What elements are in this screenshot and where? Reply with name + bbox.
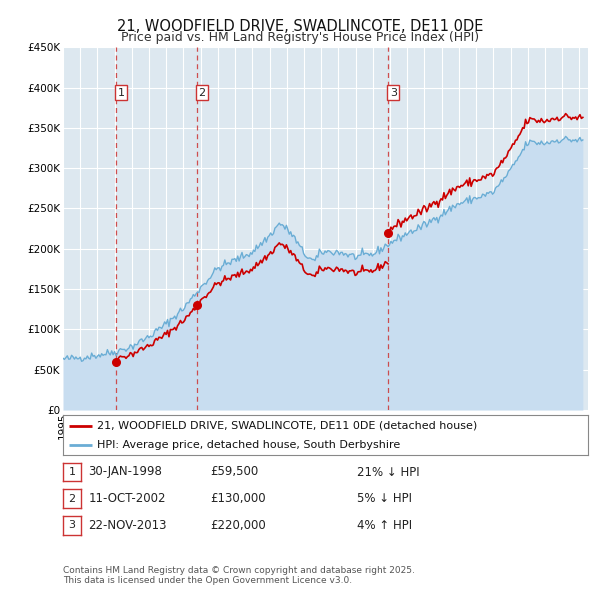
Text: 2: 2	[68, 494, 76, 503]
Text: 21% ↓ HPI: 21% ↓ HPI	[357, 466, 419, 478]
Text: 3: 3	[390, 87, 397, 97]
Text: 22-NOV-2013: 22-NOV-2013	[88, 519, 167, 532]
Text: £220,000: £220,000	[210, 519, 266, 532]
Text: Contains HM Land Registry data © Crown copyright and database right 2025.
This d: Contains HM Land Registry data © Crown c…	[63, 566, 415, 585]
Text: 2: 2	[198, 87, 205, 97]
Text: 30-JAN-1998: 30-JAN-1998	[88, 466, 162, 478]
Text: 1: 1	[68, 467, 76, 477]
Text: £130,000: £130,000	[210, 492, 266, 505]
Text: Price paid vs. HM Land Registry's House Price Index (HPI): Price paid vs. HM Land Registry's House …	[121, 31, 479, 44]
Text: HPI: Average price, detached house, South Derbyshire: HPI: Average price, detached house, Sout…	[97, 440, 400, 450]
Text: 1: 1	[118, 87, 124, 97]
Text: £59,500: £59,500	[210, 466, 258, 478]
Text: 5% ↓ HPI: 5% ↓ HPI	[357, 492, 412, 505]
Text: 3: 3	[68, 520, 76, 530]
Text: 4% ↑ HPI: 4% ↑ HPI	[357, 519, 412, 532]
Text: 11-OCT-2002: 11-OCT-2002	[88, 492, 166, 505]
Text: 21, WOODFIELD DRIVE, SWADLINCOTE, DE11 0DE: 21, WOODFIELD DRIVE, SWADLINCOTE, DE11 0…	[117, 19, 483, 34]
Text: 21, WOODFIELD DRIVE, SWADLINCOTE, DE11 0DE (detached house): 21, WOODFIELD DRIVE, SWADLINCOTE, DE11 0…	[97, 421, 478, 431]
